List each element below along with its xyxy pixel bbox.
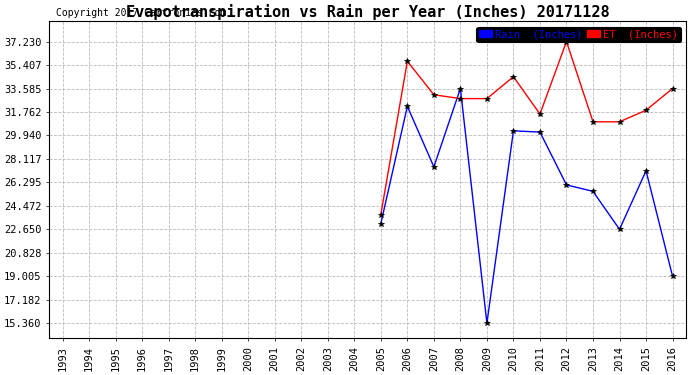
Text: Copyright 2017 Cartronics.com: Copyright 2017 Cartronics.com (56, 8, 226, 18)
Title: Evapotranspiration vs Rain per Year (Inches) 20171128: Evapotranspiration vs Rain per Year (Inc… (126, 4, 609, 20)
Legend: Rain  (Inches), ET  (Inches): Rain (Inches), ET (Inches) (477, 27, 680, 42)
